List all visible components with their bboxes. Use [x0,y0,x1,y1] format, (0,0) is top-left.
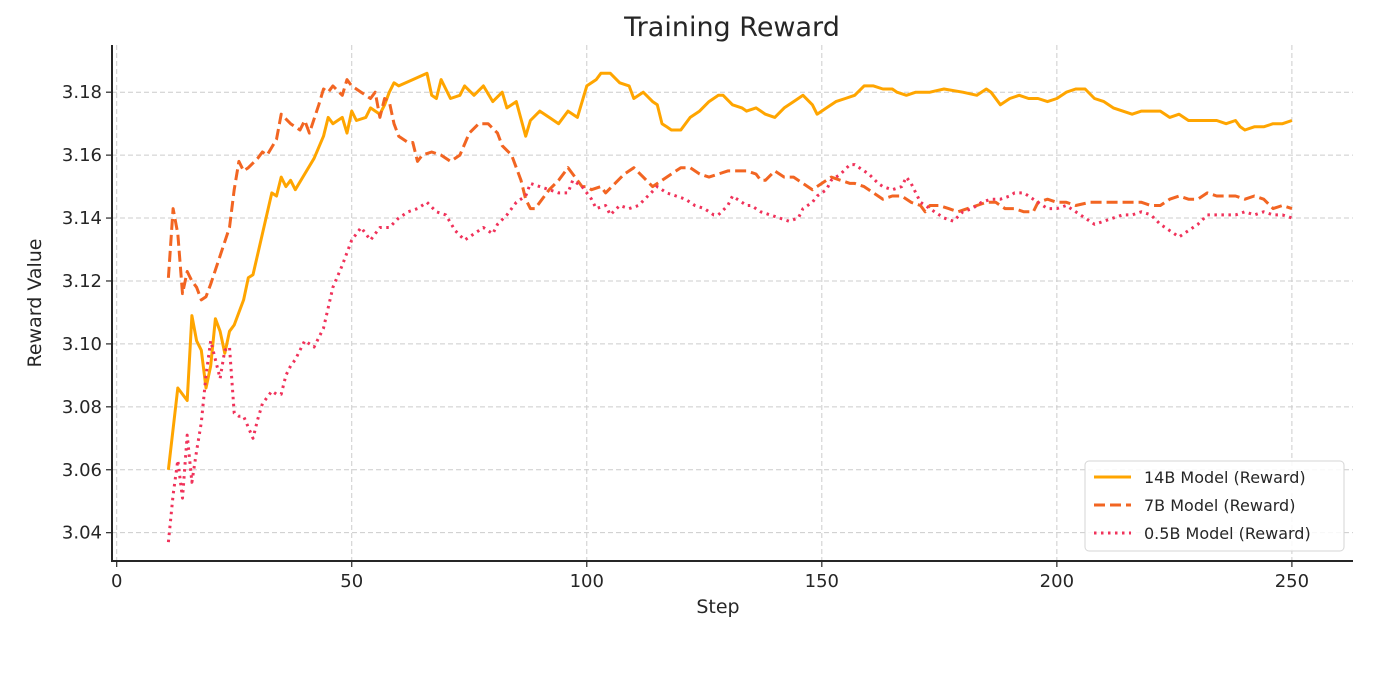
x-tick-label: 150 [805,571,839,592]
legend-label: 7B Model (Reward) [1144,496,1295,515]
y-tick-label: 3.14 [62,208,102,229]
legend-label: 0.5B Model (Reward) [1144,524,1311,543]
x-axis-label: Step [696,596,739,618]
legend-box [1084,460,1345,552]
series-line-0 [166,71,1293,470]
axes [111,45,1353,562]
y-tick-label: 3.18 [62,82,102,103]
x-tick-label: 200 [1040,571,1074,592]
x-tick-label: 50 [340,571,363,592]
legend-item-0-5b: 0.5B Model (Reward) [1094,524,1311,543]
y-tick-label: 3.04 [62,523,102,544]
series-line-2 [166,163,1293,543]
x-axis-ticks: 0 50 100 150 200 250 [111,561,1309,592]
legend: 14B Model (Reward) 7B Model (Reward) 0.5… [1084,460,1345,552]
y-axis-label: Reward Value [24,239,46,368]
y-tick-label: 3.08 [62,397,102,418]
y-tick-label: 3.06 [62,460,102,481]
x-tick-label: 0 [111,571,122,592]
chart-title: Training Reward [623,12,840,43]
x-tick-label: 250 [1275,571,1309,592]
series-line-1 [166,78,1293,302]
y-tick-label: 3.12 [62,271,102,292]
legend-item-14b: 14B Model (Reward) [1094,468,1306,487]
x-tick-label: 100 [570,571,604,592]
legend-label: 14B Model (Reward) [1144,468,1306,487]
data-series [166,71,1293,543]
y-tick-label: 3.10 [62,334,102,355]
y-axis-ticks: 3.04 3.06 3.08 3.10 3.12 3.14 3.16 3.18 [62,82,112,544]
y-tick-label: 3.16 [62,145,102,166]
legend-item-7b: 7B Model (Reward) [1094,496,1295,515]
